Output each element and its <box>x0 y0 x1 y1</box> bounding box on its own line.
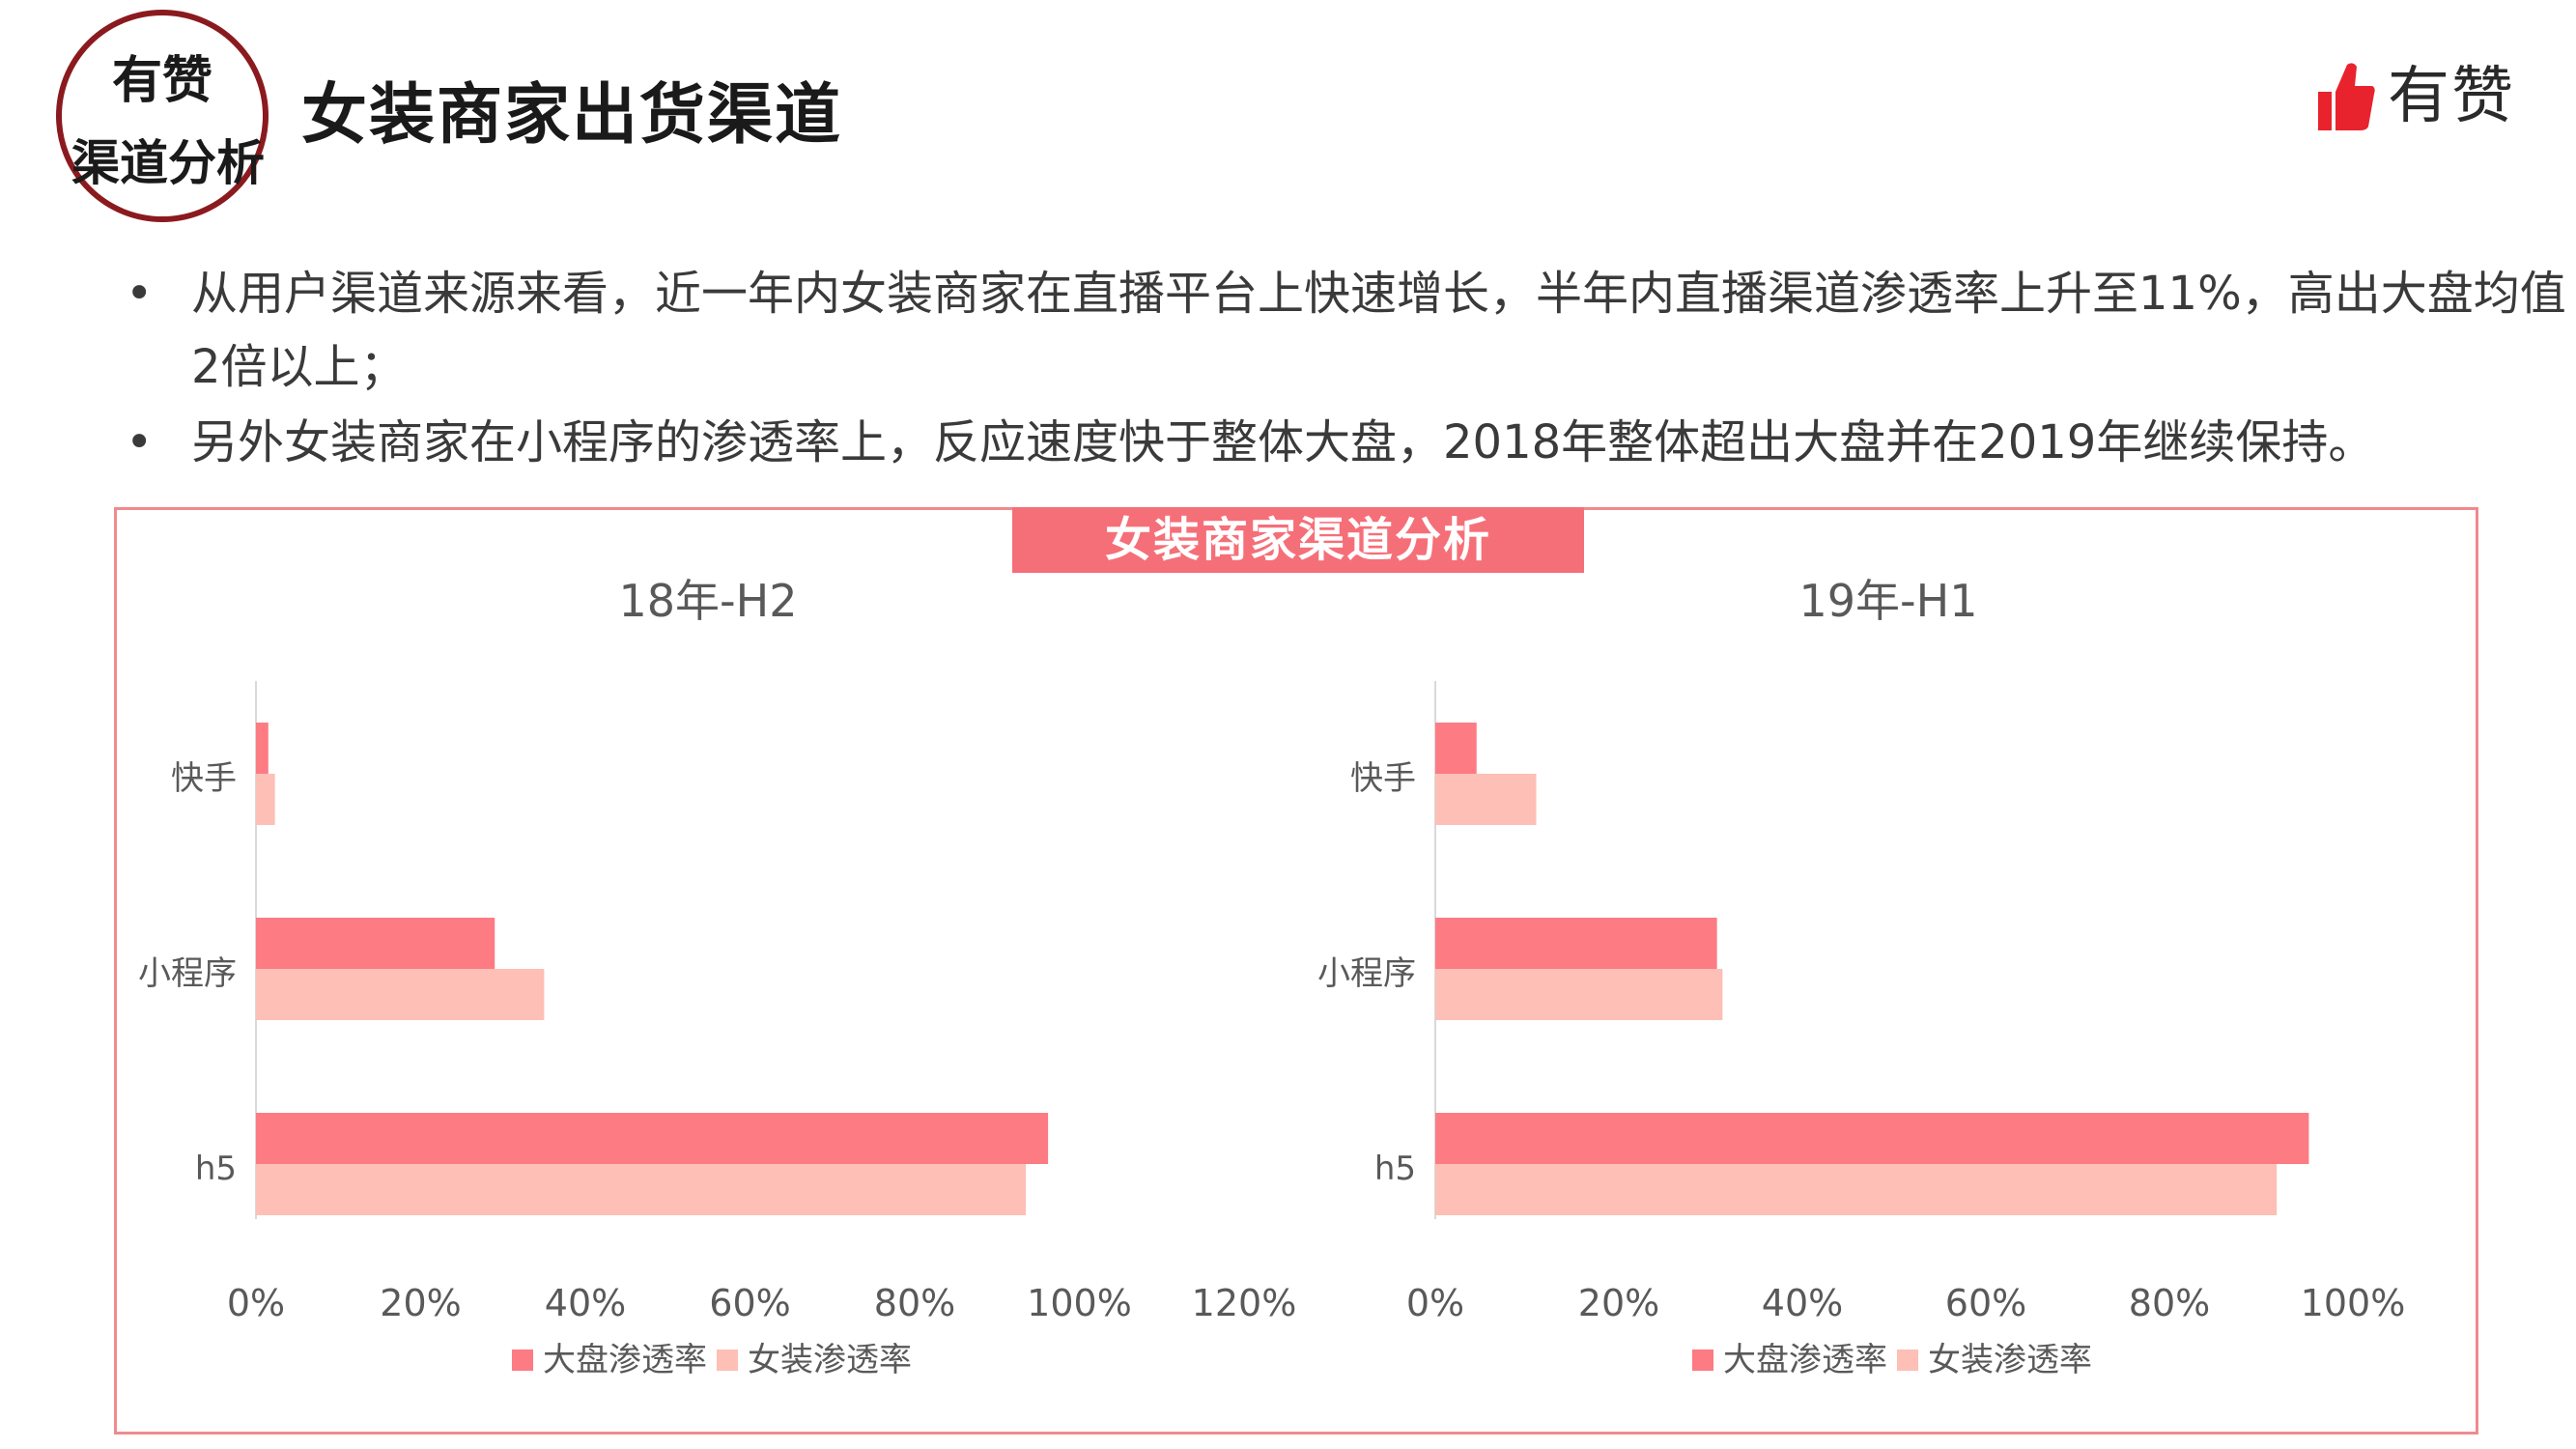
legend-swatch <box>1897 1350 1918 1371</box>
legend-swatch <box>717 1350 738 1371</box>
bar <box>1435 723 1477 774</box>
x-tick-label: 80% <box>2129 1282 2210 1324</box>
y-tick-label: 小程序 <box>138 954 237 993</box>
section-badge: 有赞 渠道分析 <box>56 10 269 222</box>
x-tick-label: 60% <box>709 1282 790 1324</box>
x-tick-label: 120% <box>1192 1282 1297 1324</box>
bar <box>1435 1113 2309 1164</box>
bullet-text: 另外女装商家在小程序的渗透率上，反应速度快于整体大盘，2018年整体超出大盘并在… <box>191 415 2375 469</box>
x-tick-label: 100% <box>1027 1282 1132 1324</box>
legend-label: 女装渗透率 <box>748 1341 912 1379</box>
chart-title: 18年-H2 <box>619 575 798 627</box>
x-tick-label: 20% <box>380 1282 461 1324</box>
legend-swatch <box>512 1350 533 1371</box>
y-tick-label: h5 <box>195 1150 237 1188</box>
bar <box>256 774 275 825</box>
y-tick-label: h5 <box>1374 1150 1416 1188</box>
x-tick-label: 0% <box>227 1282 285 1324</box>
bar <box>256 1164 1027 1215</box>
legend-label: 女装渗透率 <box>1928 1341 2092 1379</box>
bar <box>1435 1164 2278 1215</box>
legend-swatch <box>1692 1350 1713 1371</box>
legend-label: 大盘渗透率 <box>1723 1341 1887 1379</box>
y-tick-label: 小程序 <box>1317 954 1416 993</box>
x-tick-label: 20% <box>1578 1282 1659 1324</box>
thumbs-up-icon <box>2318 63 2375 130</box>
bar <box>1435 918 1717 969</box>
brand-logo: 有赞 <box>2318 58 2515 135</box>
bar <box>1435 969 1723 1020</box>
bar <box>256 969 545 1020</box>
x-tick-label: 100% <box>2301 1282 2406 1324</box>
x-tick-label: 80% <box>874 1282 955 1324</box>
x-tick-label: 0% <box>1406 1282 1464 1324</box>
x-tick-label: 60% <box>1945 1282 2026 1324</box>
y-tick-label: 快手 <box>171 759 237 798</box>
page-title: 女装商家出货渠道 <box>301 77 843 154</box>
x-tick-label: 40% <box>1762 1282 1843 1324</box>
bullet-text: 从用户渠道来源来看，近一年内女装商家在直播平台上快速增长，半年内直播渠道渗透率上… <box>191 267 2566 394</box>
brand-logo-text: 有赞 <box>2388 61 2515 132</box>
bullet-dot: • <box>126 267 154 321</box>
badge-section-text: 渠道分析 <box>71 135 265 191</box>
x-tick-label: 40% <box>545 1282 626 1324</box>
bar <box>256 918 495 969</box>
badge-brand-text: 有赞 <box>111 52 212 110</box>
y-tick-label: 快手 <box>1350 759 1416 798</box>
bar <box>1435 774 1537 825</box>
legend-label: 大盘渗透率 <box>543 1341 707 1379</box>
chart-title: 19年-H1 <box>1799 575 1978 627</box>
bullet-dot: • <box>126 415 154 469</box>
chart-panel-banner: 女装商家渠道分析 <box>1012 507 1584 573</box>
bar <box>256 1113 1049 1164</box>
bar <box>256 723 269 774</box>
